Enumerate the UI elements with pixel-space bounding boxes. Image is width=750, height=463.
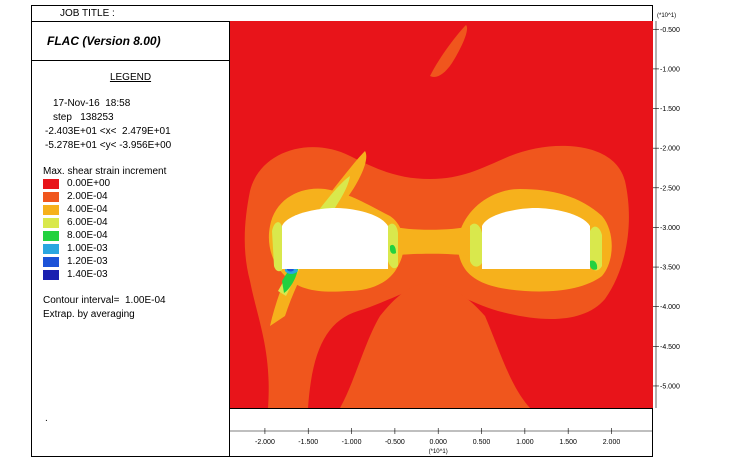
legend-label-6: 1.20E-03: [67, 256, 108, 267]
x-tick-label: 1.500: [559, 439, 577, 446]
legend-date: 17-Nov-16 18:58: [53, 98, 131, 109]
legend-title: LEGEND: [109, 72, 152, 83]
legend-swatch-7: [43, 270, 59, 280]
program-title-box: FLAC (Version 8.00): [31, 21, 230, 61]
y-tick-label: -1.000: [660, 66, 680, 73]
legend-x-range: -2.403E+01 <x< 2.479E+01: [45, 126, 171, 137]
x-axis: -2.000 -1.500 -1.000 -0.500 0.000 0.500 1.000 1…: [230, 408, 653, 457]
contour-plot: [230, 21, 653, 408]
legend-label-0: 0.00E+00: [67, 178, 111, 189]
legend-label-2: 4.00E-04: [67, 204, 108, 215]
left-opening: [282, 208, 388, 269]
contour-level-1-central-column: [340, 283, 530, 408]
legend-swatch-1: [43, 192, 59, 202]
y-tick-label: -0.500: [660, 27, 680, 34]
contour-level-4-corner-inner: [390, 244, 396, 254]
extrap-note: Extrap. by averaging: [43, 309, 135, 320]
legend-swatch-3: [43, 218, 59, 228]
legend-swatch-0: [43, 179, 59, 189]
x-tick-label: 0.500: [473, 439, 491, 446]
x-tick-label: -2.000: [255, 439, 275, 446]
x-tick-label: -1.000: [342, 439, 362, 446]
stray-dot: .: [45, 413, 48, 424]
right-opening: [482, 208, 590, 269]
y-axis: (*10^1) -0.500 -1.000 -1.500 -2.000 -2.500 -3.…: [653, 5, 750, 415]
y-tick-label: -3.000: [660, 225, 680, 232]
contour-level-2-pillar-band: [390, 226, 472, 256]
legend-swatch-2: [43, 205, 59, 215]
y-tick-label: -3.500: [660, 265, 680, 272]
contour-title: Max. shear strain increment: [43, 166, 167, 177]
legend-panel: FLAC (Version 8.00) LEGEND 17-Nov-16 18:…: [31, 21, 230, 457]
contour-level-3-right-wall: [590, 226, 602, 271]
x-tick-label: -1.500: [298, 439, 318, 446]
x-tick-label: 0.000: [429, 439, 447, 446]
legend-swatch-4: [43, 231, 59, 241]
x-axis-svg: -2.000 -1.500 -1.000 -0.500 0.000 0.500 1.000 1…: [230, 428, 653, 455]
contour-interval: Contour interval= 1.00E-04: [43, 295, 166, 306]
contour-svg: [230, 21, 653, 408]
y-tick-label: -5.000: [660, 383, 680, 390]
y-tick-label: -4.000: [660, 304, 680, 311]
y-axis-multiplier: (*10^1): [657, 13, 676, 19]
y-tick-label: -2.500: [660, 185, 680, 192]
job-title: JOB TITLE :: [31, 5, 653, 22]
y-tick-label: -1.500: [660, 106, 680, 113]
legend-swatch-5: [43, 244, 59, 254]
x-tick-label: 1.000: [516, 439, 534, 446]
program-title: FLAC (Version 8.00): [47, 34, 161, 48]
legend-label-4: 8.00E-04: [67, 230, 108, 241]
legend-label-7: 1.40E-03: [67, 269, 108, 280]
legend-label-5: 1.00E-03: [67, 243, 108, 254]
contour-level-3-right-inner: [470, 223, 482, 267]
y-axis-svg: (*10^1) -0.500 -1.000 -1.500 -2.000 -2.500 -3.…: [653, 13, 680, 408]
legend-y-range: -5.278E+01 <y< -3.956E+00: [45, 140, 172, 151]
contour-level-4-corner-right: [590, 260, 598, 270]
contour-level-1-top-streak: [430, 25, 468, 77]
x-tick-label: -0.500: [385, 439, 405, 446]
legend-step: step 138253: [53, 112, 114, 123]
x-axis-multiplier: (*10^1): [429, 449, 448, 455]
contour-level-3-left-wall: [272, 222, 284, 272]
x-tick-label: 2.000: [603, 439, 621, 446]
legend-swatch-6: [43, 257, 59, 267]
y-tick-label: -2.000: [660, 146, 680, 153]
legend-label-1: 2.00E-04: [67, 191, 108, 202]
legend-label-3: 6.00E-04: [67, 217, 108, 228]
y-tick-label: -4.500: [660, 344, 680, 351]
